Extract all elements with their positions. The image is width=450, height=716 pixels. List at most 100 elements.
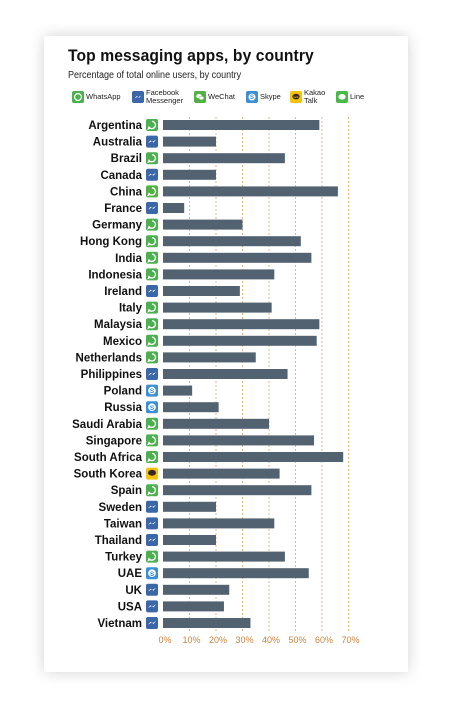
bar-argentina bbox=[163, 120, 320, 130]
messenger-icon bbox=[146, 285, 158, 297]
messenger-icon bbox=[146, 500, 158, 513]
country-label: Thailand bbox=[95, 535, 142, 547]
legend-item-kakao: talk Kakao Talk bbox=[290, 86, 325, 108]
legend-item-wechat: WeChat bbox=[194, 86, 235, 108]
legend-item-line: Line bbox=[336, 86, 364, 108]
kakao-icon: talk bbox=[290, 91, 302, 103]
country-label: Philippines bbox=[81, 369, 142, 381]
whatsapp-icon bbox=[146, 235, 158, 248]
country-label: Canada bbox=[100, 170, 142, 182]
legend-label-wechat: WeChat bbox=[208, 92, 235, 101]
country-label: Italy bbox=[119, 303, 143, 315]
country-label: USA bbox=[118, 601, 142, 613]
legend-label-facebook-messenger: Facebook Messenger bbox=[146, 88, 184, 105]
bar-poland bbox=[163, 385, 193, 396]
whatsapp-icon bbox=[146, 417, 158, 430]
messenger-icon bbox=[146, 368, 158, 380]
whatsapp-icon bbox=[146, 451, 158, 463]
country-label: Russia bbox=[104, 402, 142, 414]
whatsapp-icon bbox=[146, 351, 158, 364]
chart-title: Top messaging apps, by country bbox=[68, 46, 314, 65]
whatsapp-icon bbox=[146, 251, 158, 264]
country-label: China bbox=[110, 186, 143, 198]
country-label: Brazil bbox=[111, 153, 142, 165]
country-label: Netherlands bbox=[76, 352, 142, 364]
svg-text:talk: talk bbox=[294, 95, 299, 99]
legend-item-facebook-messenger: Facebook Messenger bbox=[132, 86, 183, 108]
country-label: UAE bbox=[118, 568, 143, 580]
skype-icon: S bbox=[146, 401, 158, 414]
bar-usa bbox=[163, 601, 224, 612]
bar-vietnam bbox=[163, 618, 251, 628]
country-label: Malaysia bbox=[94, 319, 143, 331]
bar-philippines bbox=[163, 369, 288, 379]
country-label: Sweden bbox=[99, 502, 142, 514]
bar-uk bbox=[163, 584, 230, 595]
x-tick-label: 30% bbox=[235, 635, 253, 645]
bar-china bbox=[163, 186, 338, 197]
svg-text:S: S bbox=[150, 388, 155, 395]
bar-hong-kong bbox=[163, 236, 301, 247]
legend-item-skype: S Skype bbox=[246, 86, 281, 108]
x-tick-label: 40% bbox=[262, 635, 280, 645]
whatsapp-icon bbox=[146, 218, 158, 231]
bar-saudi-arabia bbox=[163, 418, 269, 429]
bar-brazil bbox=[163, 153, 285, 164]
wechat-icon bbox=[146, 185, 158, 198]
x-tick-label: 20% bbox=[209, 635, 227, 645]
bar-malaysia bbox=[163, 319, 320, 330]
bar-indonesia bbox=[163, 269, 275, 280]
bar-italy bbox=[163, 302, 272, 313]
whatsapp-icon bbox=[146, 334, 158, 347]
bar-taiwan bbox=[163, 518, 275, 529]
kakao-icon bbox=[146, 467, 158, 480]
bar-uae bbox=[163, 568, 309, 579]
messenger-icon bbox=[132, 91, 144, 103]
bar-thailand bbox=[163, 535, 216, 545]
country-label: Vietnam bbox=[97, 618, 142, 630]
country-label: Saudi Arabia bbox=[72, 419, 142, 431]
country-label: Spain bbox=[111, 485, 142, 497]
x-tick-label: 60% bbox=[315, 635, 333, 645]
legend: WhatsApp Facebook Messenger WeChat S Sky… bbox=[68, 86, 378, 108]
legend-label-skype: Skype bbox=[260, 92, 281, 101]
messenger-icon bbox=[146, 600, 158, 613]
country-label: France bbox=[104, 203, 142, 215]
bar-netherlands bbox=[163, 352, 256, 363]
messenger-icon bbox=[146, 168, 158, 181]
whatsapp-icon bbox=[146, 301, 158, 314]
svg-text:S: S bbox=[150, 571, 155, 578]
skype-icon: S bbox=[146, 384, 158, 397]
svg-text:S: S bbox=[250, 95, 254, 101]
messenger-icon bbox=[146, 583, 158, 596]
country-label: Mexico bbox=[103, 336, 142, 348]
whatsapp-icon bbox=[146, 434, 158, 447]
country-label: Singapore bbox=[86, 435, 142, 447]
whatsapp-icon bbox=[146, 550, 158, 563]
x-tick-label: 50% bbox=[288, 635, 306, 645]
country-label: Germany bbox=[92, 220, 142, 232]
messenger-icon bbox=[146, 534, 158, 546]
skype-icon: S bbox=[246, 91, 258, 103]
chart-subtitle: Percentage of total online users, by cou… bbox=[68, 70, 242, 81]
country-label: South Korea bbox=[74, 469, 143, 481]
country-label: Hong Kong bbox=[80, 236, 142, 248]
country-label: Taiwan bbox=[104, 518, 142, 530]
messenger-icon bbox=[146, 517, 158, 530]
bar-mexico bbox=[163, 335, 317, 346]
x-tick-label: 70% bbox=[341, 635, 359, 645]
line-icon bbox=[336, 91, 348, 103]
legend-label-whatsapp: WhatsApp bbox=[86, 92, 121, 101]
messenger-icon bbox=[146, 135, 158, 148]
bar-turkey bbox=[163, 551, 285, 562]
bar-canada bbox=[163, 169, 216, 180]
skype-icon: S bbox=[146, 567, 158, 580]
country-label: South Africa bbox=[74, 452, 143, 464]
country-label: Poland bbox=[104, 386, 142, 398]
whatsapp-icon bbox=[146, 119, 158, 131]
legend-item-whatsapp: WhatsApp bbox=[72, 86, 121, 108]
bar-india bbox=[163, 252, 312, 263]
country-label: Argentina bbox=[88, 120, 142, 132]
bar-australia bbox=[163, 136, 216, 147]
